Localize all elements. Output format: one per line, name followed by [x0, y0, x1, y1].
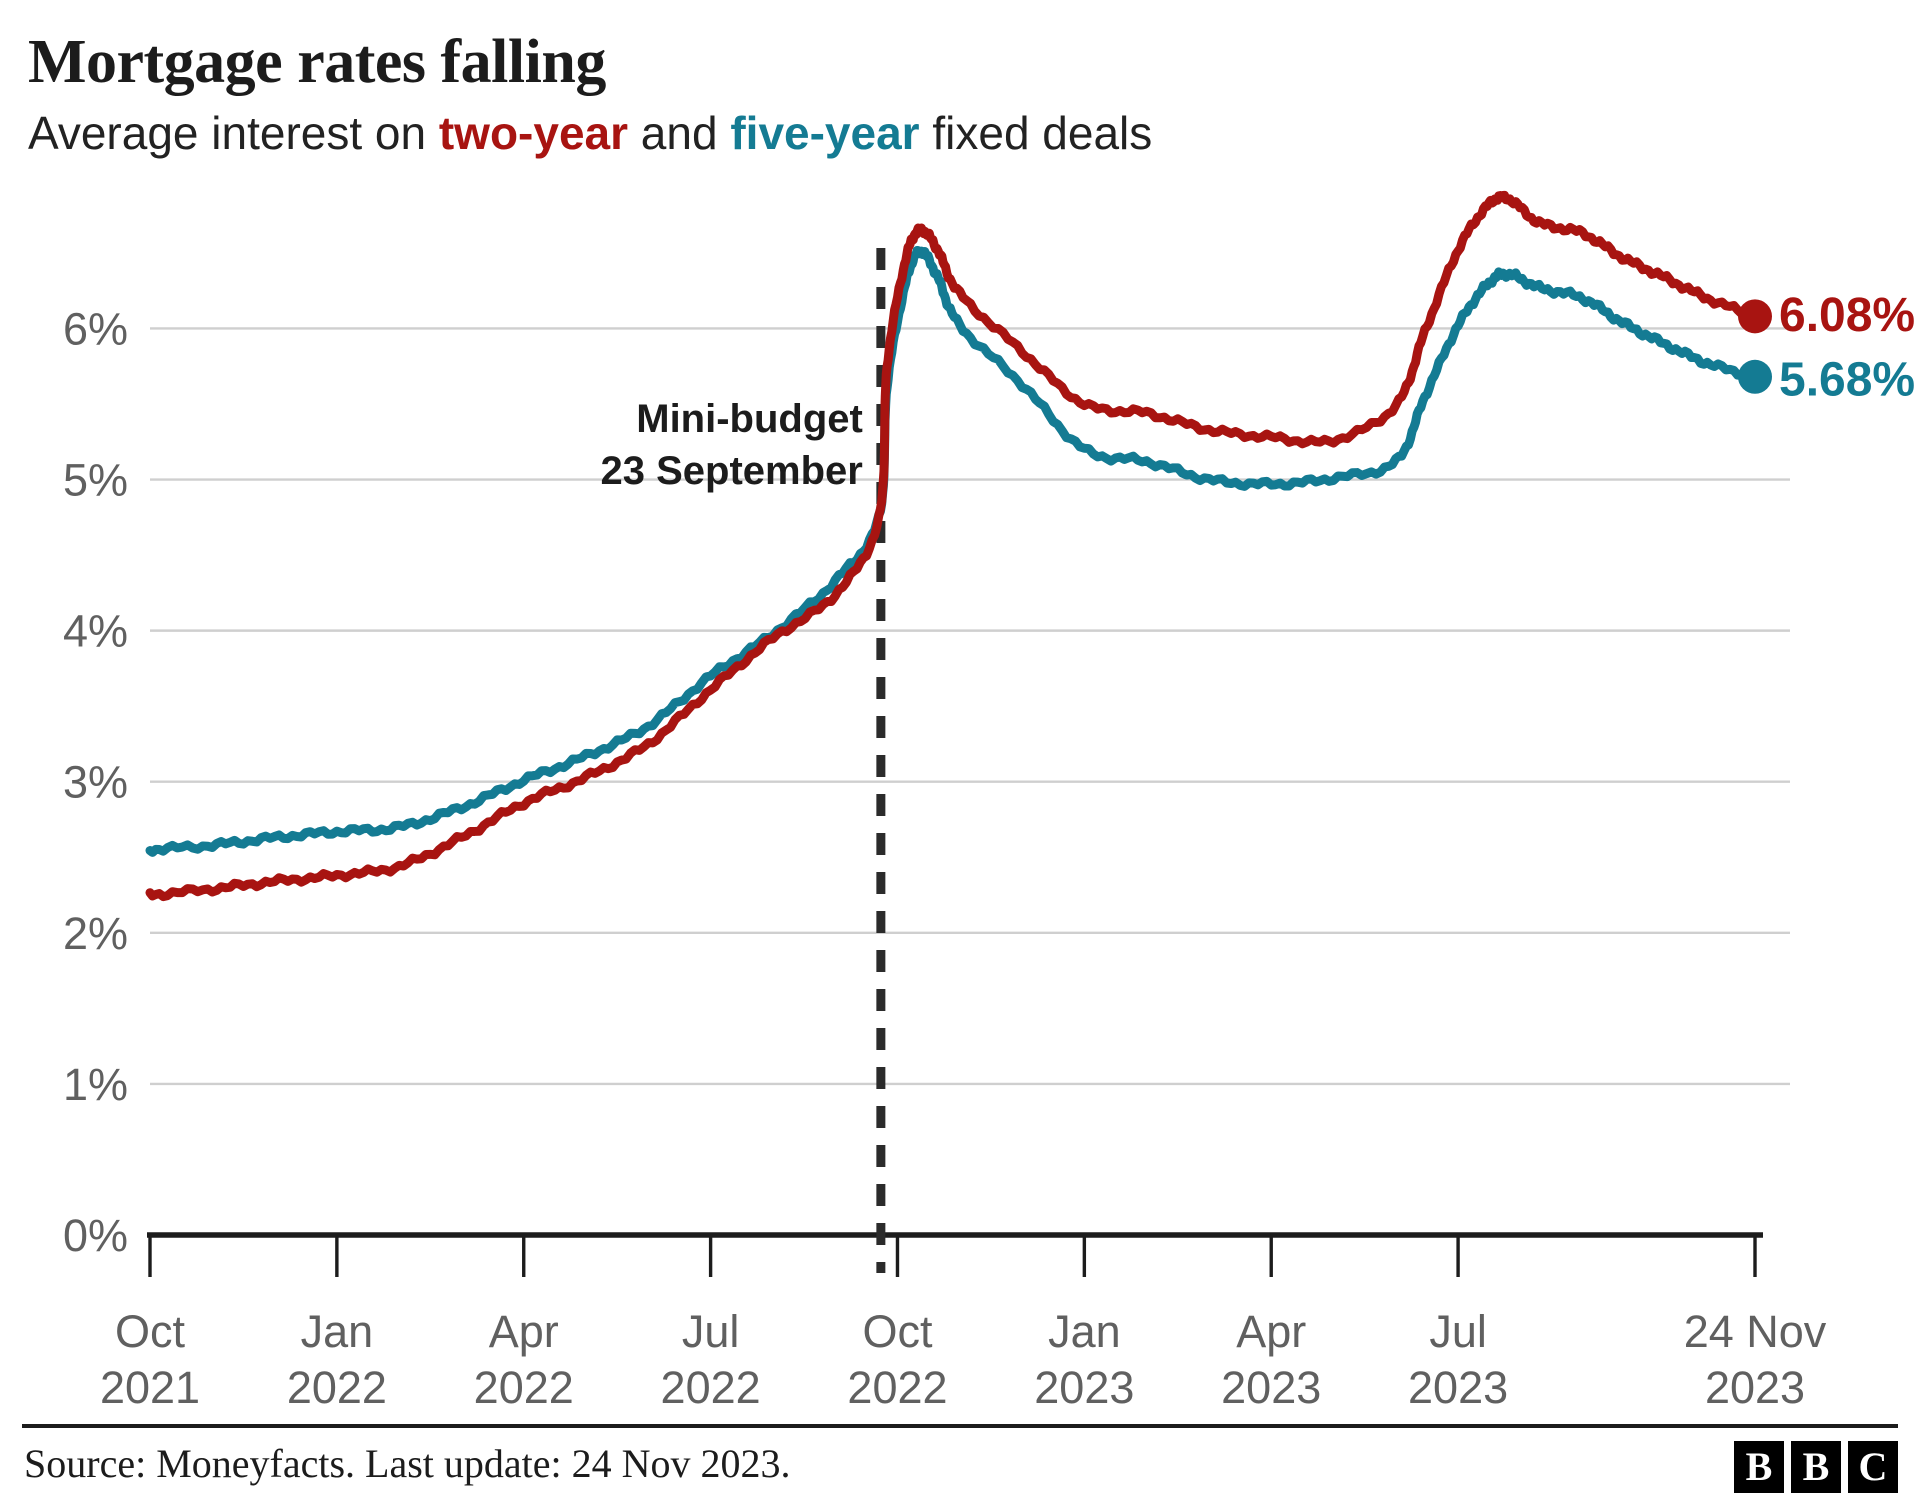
series-line-two-year [145, 190, 1760, 902]
x-axis-tick-label-year: 2022 [287, 1362, 387, 1413]
x-axis-tick-label-month: Jul [1429, 1306, 1487, 1357]
end-dot-five-year [1738, 359, 1772, 394]
x-axis-labels: Oct2021Jan2022Apr2022Jul2022Oct2022Jan20… [100, 1306, 1827, 1413]
annotation-line-2: 23 September [601, 449, 863, 493]
x-axis-tick-label-year: 2022 [847, 1362, 947, 1413]
source-note: Source: Moneyfacts. Last update: 24 Nov … [24, 1441, 791, 1486]
subtitle-text-1: Average interest on [28, 106, 439, 159]
x-axis-tick-label-year: 2023 [1408, 1362, 1508, 1413]
bbc-logo-letter-2: B [1791, 1441, 1841, 1493]
x-axis-tickmarks [148, 1235, 1757, 1277]
x-axis-tick-label-month: Jan [301, 1306, 374, 1357]
mini-budget-annotation: Mini-budget 23 September [601, 397, 863, 493]
x-axis-tick-label-year: 2022 [474, 1362, 574, 1413]
x-axis-tick-label-month: Oct [862, 1306, 933, 1357]
subtitle-text-2: and [628, 106, 731, 159]
series-line-five-year [145, 245, 1760, 857]
x-axis-tick-label-month: Apr [1236, 1306, 1306, 1357]
x-axis-tick-label-month: 24 Nov [1684, 1306, 1827, 1357]
bbc-logo-letter-1: B [1734, 1441, 1784, 1493]
end-label-five-year: 5.68% [1779, 353, 1915, 406]
x-axis-tick-label-month: Jan [1048, 1306, 1121, 1357]
y-axis-tick-label: 3% [63, 757, 128, 808]
y-axis-tick-label: 5% [63, 455, 128, 506]
y-axis-tick-label: 0% [63, 1210, 128, 1261]
legend-label-five-year: five-year [730, 106, 920, 159]
annotation-line-1: Mini-budget [636, 397, 863, 441]
x-axis-tick-label-month: Jul [682, 1306, 740, 1357]
bbc-logo: B B C [1734, 1441, 1898, 1493]
subtitle-text-3: fixed deals [919, 106, 1153, 159]
x-axis-tick-label-year: 2021 [100, 1362, 200, 1413]
page-title: Mortgage rates falling [28, 28, 606, 96]
x-axis-tick-label-year: 2023 [1705, 1362, 1805, 1413]
x-axis-tick-label-month: Oct [115, 1306, 186, 1357]
legend-label-two-year: two-year [438, 106, 629, 159]
y-axis-tick-label: 4% [63, 606, 128, 657]
chart-header: Mortgage rates falling Average interest … [28, 28, 1888, 160]
x-axis-tick-label-month: Apr [489, 1306, 559, 1357]
x-axis-tick-label-year: 2023 [1034, 1362, 1134, 1413]
y-axis-tick-label: 1% [63, 1059, 128, 1110]
bbc-logo-letter-3: C [1848, 1441, 1898, 1493]
end-dot-two-year [1738, 299, 1772, 334]
x-axis-tick-label-year: 2023 [1221, 1362, 1321, 1413]
end-label-two-year: 6.08% [1779, 289, 1915, 342]
y-axis-tick-label: 6% [63, 303, 128, 354]
gridlines [150, 327, 1790, 1086]
y-axis-labels: 0% 1% 2% 3% 4% 5% 6% [63, 303, 128, 1261]
y-axis-tick-label: 2% [63, 908, 128, 959]
chart-subtitle: Average interest on two-year and five-ye… [28, 106, 1888, 160]
footer-divider [22, 1424, 1898, 1428]
x-axis-tick-label-year: 2022 [661, 1362, 761, 1413]
